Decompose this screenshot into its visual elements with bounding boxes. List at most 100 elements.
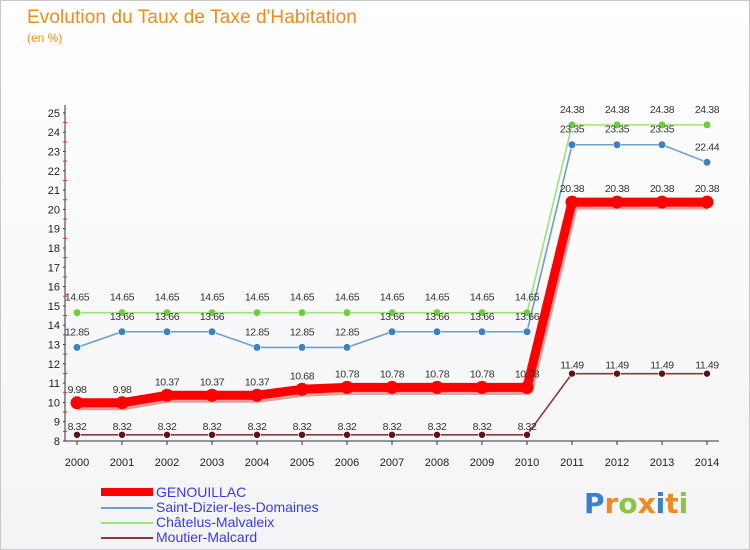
data-point-moutier [343,431,351,439]
chart-title: Evolution du Taux de Taxe d'Habitation [27,7,357,28]
brand-letter: o [618,487,638,520]
data-label-saint-dizier: 13.66 [155,311,180,323]
data-point-genouillac [205,388,219,402]
data-label-moutier: 8.32 [203,421,222,433]
data-label-saint-dizier: 12.85 [245,326,270,338]
data-label-saint-dizier: 13.66 [425,311,450,323]
data-label-genouillac: 10.78 [470,368,495,380]
data-point-chatelus [297,308,307,317]
data-label-chatelus: 24.38 [560,104,585,116]
data-point-genouillac [610,195,624,209]
data-point-chatelus [702,120,712,129]
brand-logo: Proxiti [584,487,688,520]
x-tick-label: 2011 [560,457,584,469]
x-tick-label: 2013 [650,457,674,469]
legend-label: Châtelus-Malvaleix [156,514,275,530]
data-label-genouillac: 10.78 [380,368,405,380]
legend-label: GENOUILLAC [156,484,247,500]
legend-label: Saint-Dizier-les-Domaines [156,499,319,515]
data-point-saint-dizier [342,343,352,352]
data-point-saint-dizier [477,327,487,336]
data-point-moutier [253,431,261,439]
data-label-genouillac: 10.37 [155,376,180,388]
data-label-moutier: 8.32 [293,421,312,433]
y-tick-label: 19 [48,224,60,236]
x-tick-label: 2008 [425,457,449,469]
data-label-saint-dizier: 13.66 [470,311,495,323]
y-tick-label: 21 [48,185,60,197]
data-label-moutier: 11.49 [695,360,719,372]
data-label-genouillac: 10.68 [290,370,315,382]
data-point-chatelus [477,308,487,317]
data-point-moutier [73,431,81,439]
data-point-saint-dizier [657,140,667,149]
data-label-moutier: 8.32 [428,421,447,433]
data-point-moutier [118,431,126,439]
data-label-genouillac: 10.37 [200,376,225,388]
data-label-chatelus: 14.65 [470,292,495,304]
series-layer [70,120,714,439]
data-point-chatelus [207,308,217,317]
data-label-chatelus: 14.65 [380,292,405,304]
data-point-saint-dizier [162,327,172,336]
data-point-saint-dizier [702,158,712,167]
x-tick-label: 2009 [470,457,494,469]
data-label-genouillac: 10.78 [425,368,450,380]
data-point-genouillac [160,388,174,402]
data-point-chatelus [522,308,532,317]
x-tick-label: 2014 [695,457,719,469]
data-label-chatelus: 14.65 [335,292,360,304]
brand-letter: P [584,487,605,520]
data-point-saint-dizier [432,327,442,336]
y-tick-label: 9 [54,417,60,429]
data-label-moutier: 11.49 [560,360,584,372]
y-tick-label: 16 [48,282,60,294]
data-point-saint-dizier [297,343,307,352]
x-tick-label: 2005 [290,457,314,469]
brand-letter: i [655,487,666,520]
y-tick-label: 14 [48,320,60,332]
data-label-chatelus: 14.65 [425,292,450,304]
data-label-saint-dizier: 13.66 [380,311,405,323]
data-label-saint-dizier: 12.85 [65,326,90,338]
data-label-saint-dizier: 12.85 [335,326,360,338]
series-line-chatelus [77,124,707,314]
data-point-moutier [523,431,531,439]
data-point-genouillac [70,396,84,410]
data-label-genouillac: 20.38 [650,183,675,195]
data-label-genouillac: 10.78 [515,368,540,380]
data-point-genouillac [520,380,534,394]
data-point-moutier [388,431,396,439]
data-point-genouillac [475,380,489,394]
y-tick-label: 22 [48,166,60,178]
y-tick-label: 18 [48,243,60,255]
data-point-moutier [613,369,621,378]
data-point-saint-dizier [207,327,217,336]
data-point-chatelus [72,308,82,317]
data-point-chatelus [387,308,397,317]
data-point-chatelus [342,308,352,317]
x-tick-label: 2003 [200,457,224,469]
data-label-genouillac: 20.38 [605,183,630,195]
data-label-moutier: 8.32 [68,421,87,433]
data-label-moutier: 8.32 [158,421,177,433]
brand-letter: r [604,487,619,520]
data-point-moutier [433,431,441,439]
data-label-saint-dizier: 13.66 [200,311,225,323]
legend-swatch-saint-dizier [101,507,153,509]
data-label-saint-dizier: 13.66 [515,311,540,323]
data-label-moutier: 8.32 [338,421,357,433]
legend-label: Moutier-Malcard [156,529,258,545]
data-point-genouillac [250,388,264,402]
y-tick-label: 17 [48,262,60,274]
data-point-genouillac [700,195,714,209]
data-point-genouillac [655,195,669,209]
legend-swatch-moutier [101,537,153,539]
brand-letter: x [637,487,656,520]
x-tick-label: 2006 [335,457,359,469]
data-point-moutier [163,431,171,439]
y-tick-label: 13 [48,340,60,352]
x-tick-label: 2010 [515,457,539,469]
data-label-saint-dizier: 23.35 [560,124,585,136]
